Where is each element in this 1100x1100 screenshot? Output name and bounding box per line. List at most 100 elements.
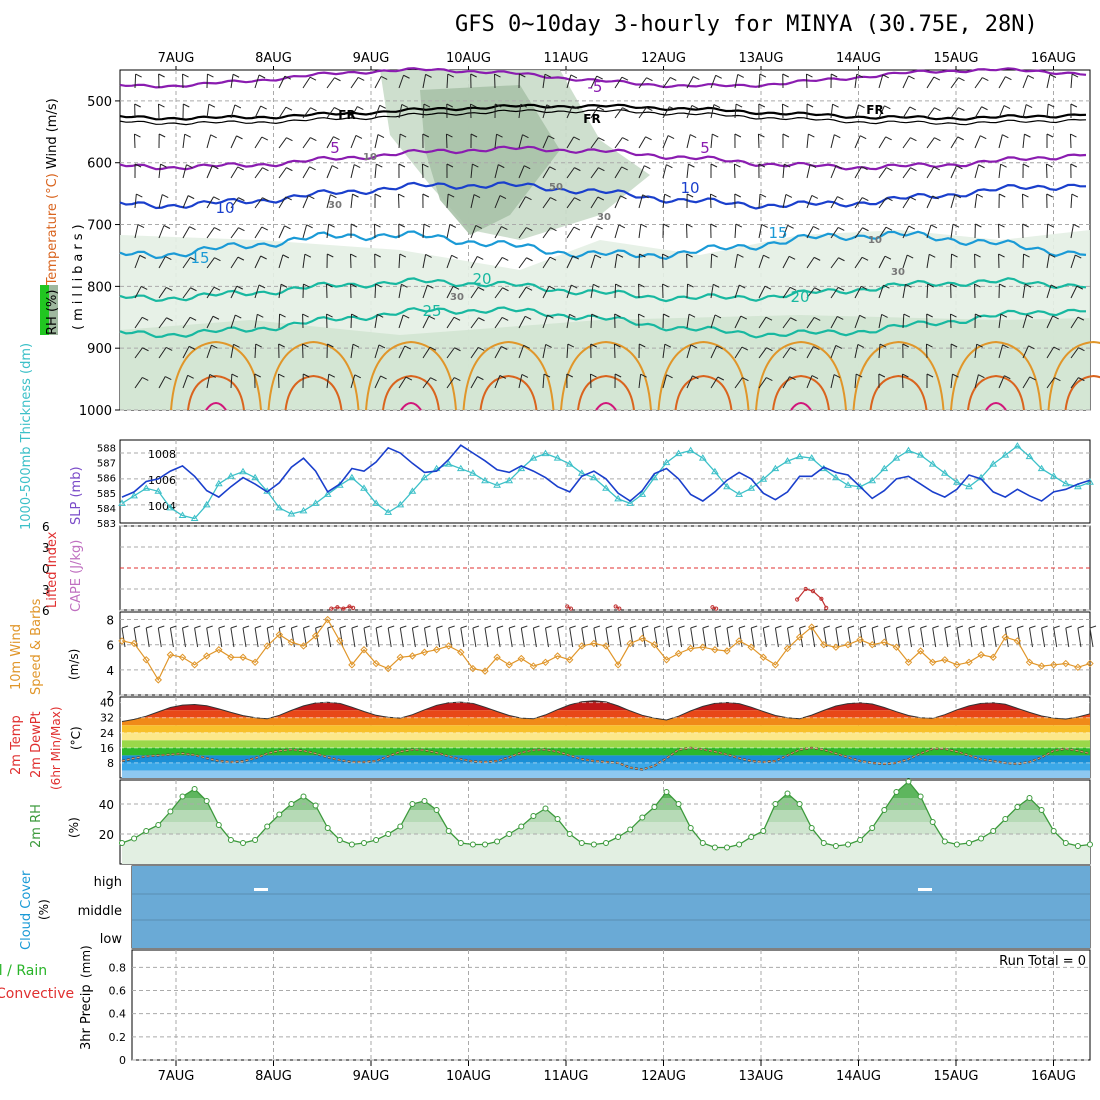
wind-barb-flag [523,344,530,349]
wind-barb-flag [478,317,485,322]
wind-barb-flag [525,286,533,291]
wind-barb-flag [859,314,866,319]
wind-barb [566,105,573,119]
wind-barb [806,287,815,299]
panel8-ylabel-units: (mm) [79,945,93,978]
wind-barb-flag [141,316,149,321]
wind-barb [326,77,335,89]
wind10-point [686,644,695,653]
wind10-barb [230,627,235,648]
cape-point [617,606,622,611]
wind-barb-flag [543,373,551,378]
wind10-barb-flag [351,625,359,629]
rh-point [724,844,730,851]
wind-barb-flag [639,253,646,258]
cape-point [810,589,816,594]
wind-barb [830,257,839,269]
rh-point [119,840,125,846]
wind-barb-flag [377,134,385,138]
wind-barb-flag [427,284,434,289]
thickness-tick-label: 585 [97,489,116,500]
wind-barb-flag [238,197,245,202]
thickness-point [1037,464,1046,472]
wind-barb-flag [906,254,914,259]
wind-barb-flag [761,223,768,228]
wind-barb-flag [1078,377,1085,382]
wind-barb-flag [166,317,173,322]
wind-barb-flag [207,73,214,78]
wind-barb-flag [905,283,912,288]
wind10-point [1062,659,1070,668]
wind-barb-flag [309,76,317,81]
wind-barb [278,313,281,329]
wind-barb [494,375,501,389]
wind-barb [470,256,478,269]
wind-barb-flag [423,103,431,108]
wind10-barb [617,627,622,648]
wind-barb-flag [999,283,1006,288]
wind-barb-flag [1000,163,1007,168]
wind-barb [710,104,715,119]
wind-barb-flag [208,103,216,108]
wind10-barb-flag [533,625,540,629]
wind-barb-flag [765,316,773,321]
thickness-point [747,484,756,491]
cape-point [565,604,570,609]
cross-section: 500 600 700 800 900 1000 -5 FR FR FR 5 5 10 10 15 15 20 2… [40,67,1100,419]
wind-barb-flag [686,253,693,258]
rh-point [941,838,948,845]
rh-point [687,825,694,831]
wind-barb-flag [858,104,865,109]
rh-point [1087,841,1093,848]
wind-barb-flag [525,196,532,201]
wind10-barb [351,627,356,648]
thickness-point [1049,472,1058,479]
wind10-point [215,646,223,654]
wind-barb [830,104,834,119]
date-label-top: 12AUG [641,51,686,66]
wind-barb [806,134,809,149]
wind-barb-flag [142,377,149,381]
wind-barb-flag [1075,254,1082,259]
wind10-point [674,649,683,658]
thickness-point [396,500,405,508]
wind-barb-flag [280,283,288,288]
wind-barb [710,314,716,329]
wind-barb [445,133,448,149]
rh-point [893,789,900,795]
thickness-point [287,509,296,517]
precip-tick-label: 0.8 [109,961,127,974]
wind10-point [832,643,840,651]
wind-barb [182,375,189,389]
wind-barb [470,347,479,359]
thickness-point [408,487,417,494]
wind10-barb-flag [993,625,1000,629]
wind-barb-flag [884,255,892,260]
wind-barb [590,167,599,179]
wind-barb [734,315,742,329]
wind-barb [638,194,644,209]
wind-barb [518,316,526,329]
wind10-barb [290,627,295,648]
wind-barb-flag [669,106,676,111]
wind-barb-flag [548,285,556,290]
panel-frame [119,611,1091,696]
wind10-barb-flag [1041,625,1048,629]
wind-barb-flag [550,197,557,202]
wind-barb [878,74,884,89]
wind-barb [686,105,693,119]
wind-barb-flag [163,225,171,229]
wind-barb [710,134,713,149]
wind-barb-flag [1003,105,1011,110]
wind-barb [686,164,689,179]
wind-barb-flag [139,254,146,259]
rh-point [494,838,501,845]
wind-barb [326,194,331,209]
wind10-point [251,658,259,667]
precip-tick-label: 0.4 [109,1008,127,1021]
wind-barb [686,344,692,359]
wind-barb [278,106,287,119]
wind-barb [854,344,859,359]
wind-barb-flag [453,316,461,321]
wind-barb-flag [764,285,772,290]
